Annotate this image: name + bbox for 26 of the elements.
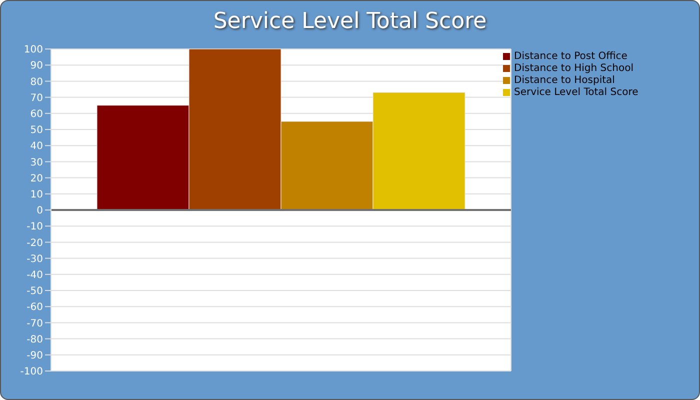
y-tick-label: 0 — [36, 206, 43, 217]
y-tick-label: 100 — [24, 44, 43, 56]
y-tick-label: 50 — [30, 125, 43, 136]
chart-title: Service Level Total Score — [212, 9, 488, 34]
legend-label: Service Level Total Score — [514, 87, 638, 98]
y-tick-label: 60 — [30, 108, 43, 120]
legend-label: Distance to High School — [514, 63, 634, 74]
y-tick-label: 90 — [30, 60, 43, 72]
y-tick-label: 40 — [30, 141, 43, 152]
y-tick-label: -90 — [26, 350, 43, 362]
y-tick-label: -20 — [26, 238, 43, 249]
y-tick-label: -80 — [26, 334, 43, 346]
y-tick-label: -40 — [26, 270, 43, 281]
y-tick-label: -10 — [26, 222, 43, 233]
y-tick-label: 80 — [30, 76, 43, 88]
y-tick-label: 70 — [30, 92, 43, 104]
y-tick-label: -30 — [26, 254, 43, 265]
y-tick-label: -70 — [26, 318, 43, 330]
y-tick-label: -100 — [20, 366, 43, 378]
legend-label: Distance to Post Office — [514, 51, 628, 62]
y-tick-label: 30 — [30, 157, 43, 168]
y-tick-label: -50 — [26, 286, 43, 298]
y-tick-label: 20 — [30, 173, 43, 184]
y-tick-label: 10 — [30, 189, 43, 200]
legend-label: Distance to Hospital — [514, 75, 615, 86]
y-tick-label: -60 — [26, 302, 43, 314]
